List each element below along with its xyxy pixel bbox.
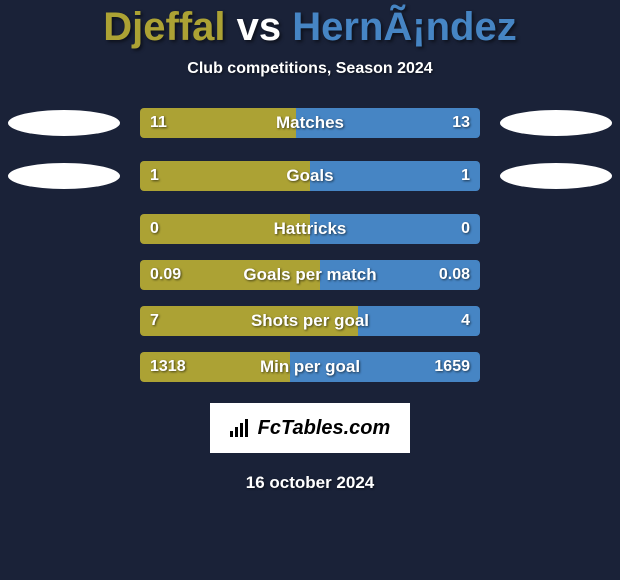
date: 16 october 2024 bbox=[246, 473, 375, 493]
container: Djeffal vs HernÃ¡ndez Club competitions,… bbox=[0, 0, 620, 580]
stat-label: Goals bbox=[286, 166, 333, 186]
player-left-ellipse bbox=[8, 163, 120, 189]
stat-bar: 11 Matches 13 bbox=[140, 108, 480, 138]
stat-row: 1 Goals 1 bbox=[0, 161, 620, 191]
logo-text: FcTables.com bbox=[258, 417, 391, 440]
logo-box: FcTables.com bbox=[210, 403, 410, 453]
stat-right-value: 1659 bbox=[434, 358, 470, 376]
stat-bar: 0.09 Goals per match 0.08 bbox=[140, 260, 480, 290]
stat-row: 1318 Min per goal 1659 bbox=[0, 352, 620, 382]
stat-right-value: 1 bbox=[461, 167, 470, 185]
vs-text: vs bbox=[237, 5, 282, 49]
subtitle: Club competitions, Season 2024 bbox=[187, 60, 432, 78]
page-title: Djeffal vs HernÃ¡ndez bbox=[103, 5, 516, 50]
stat-label: Shots per goal bbox=[251, 311, 369, 331]
stat-left-value: 1318 bbox=[150, 358, 186, 376]
stat-row: 11 Matches 13 bbox=[0, 108, 620, 138]
stat-right-value: 13 bbox=[452, 114, 470, 132]
stat-bar: 1 Goals 1 bbox=[140, 161, 480, 191]
stat-label: Matches bbox=[276, 113, 344, 133]
stat-bar: 0 Hattricks 0 bbox=[140, 214, 480, 244]
stat-left-value: 1 bbox=[150, 167, 159, 185]
bar-left-fill bbox=[140, 161, 310, 191]
stat-label: Hattricks bbox=[274, 219, 347, 239]
player-right-ellipse bbox=[500, 110, 612, 136]
stat-row: 7 Shots per goal 4 bbox=[0, 306, 620, 336]
logo-content: FcTables.com bbox=[230, 417, 391, 440]
stat-row: 0 Hattricks 0 bbox=[0, 214, 620, 244]
bar-right-fill bbox=[310, 161, 480, 191]
stat-right-value: 4 bbox=[461, 312, 470, 330]
player-left-ellipse bbox=[8, 110, 120, 136]
stat-bar: 1318 Min per goal 1659 bbox=[140, 352, 480, 382]
stat-label: Goals per match bbox=[243, 265, 376, 285]
stat-bar: 7 Shots per goal 4 bbox=[140, 306, 480, 336]
player-right-name: HernÃ¡ndez bbox=[292, 5, 516, 49]
player-right-ellipse bbox=[500, 163, 612, 189]
player-left-name: Djeffal bbox=[103, 5, 225, 49]
stat-left-value: 0 bbox=[150, 220, 159, 238]
stats-section: 11 Matches 13 1 Goals 1 0 Hattricks 0 0.09 Goals p… bbox=[0, 108, 620, 398]
stat-right-value: 0.08 bbox=[439, 266, 470, 284]
stat-left-value: 7 bbox=[150, 312, 159, 330]
stat-label: Min per goal bbox=[260, 357, 360, 377]
stat-row: 0.09 Goals per match 0.08 bbox=[0, 260, 620, 290]
stat-left-value: 11 bbox=[150, 114, 167, 132]
stat-right-value: 0 bbox=[461, 220, 470, 238]
stat-left-value: 0.09 bbox=[150, 266, 181, 284]
bar-chart-icon bbox=[230, 419, 252, 437]
